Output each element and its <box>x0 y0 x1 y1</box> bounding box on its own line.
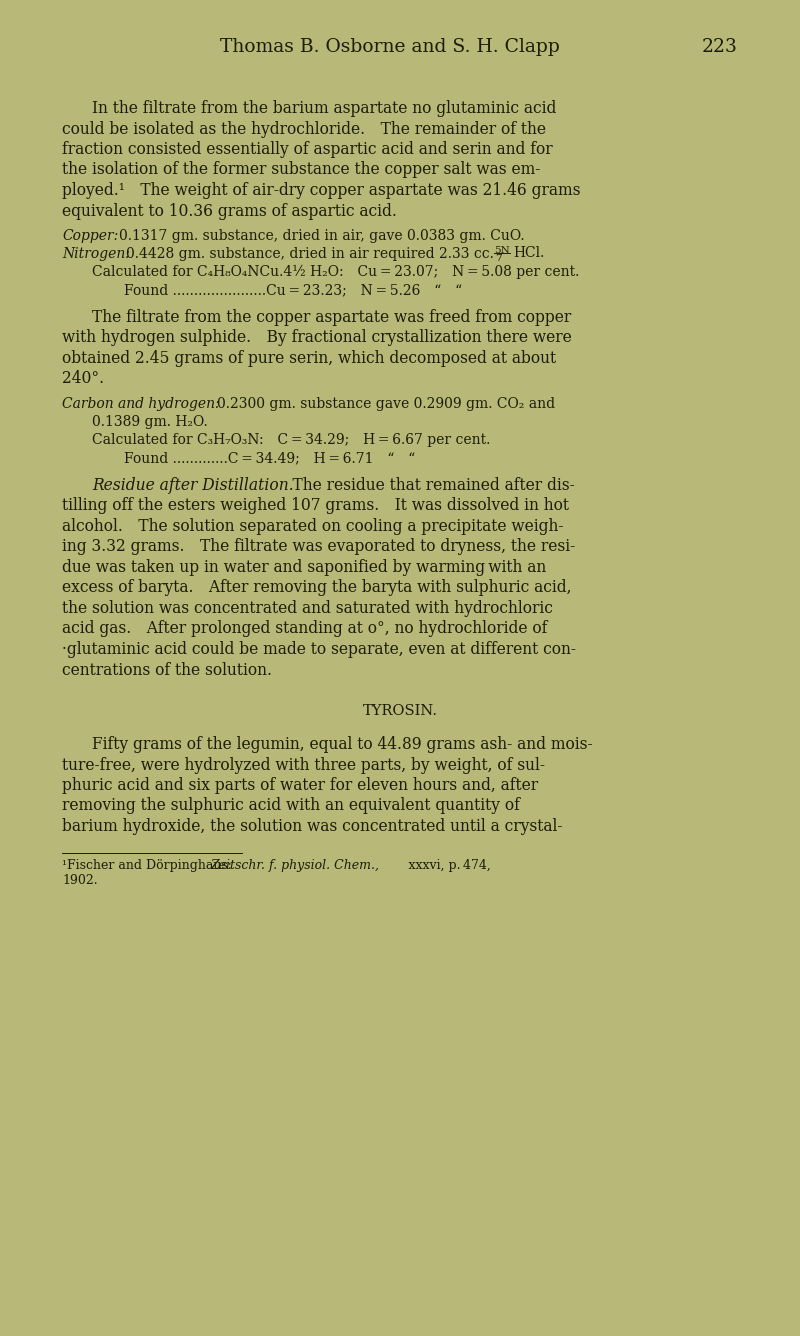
Text: phuric acid and six parts of water for eleven hours and, after: phuric acid and six parts of water for e… <box>62 778 538 794</box>
Text: ¹Fischer and Dörpinghaus:: ¹Fischer and Dörpinghaus: <box>62 859 244 871</box>
Text: ing 3.32 grams. The filtrate was evaporated to dryness, the resi-: ing 3.32 grams. The filtrate was evapora… <box>62 538 575 556</box>
Text: Calculated for C₄H₈O₄NCu.4½ H₂O: Cu = 23.07; N = 5.08 per cent.: Calculated for C₄H₈O₄NCu.4½ H₂O: Cu = 23… <box>92 265 579 279</box>
Text: Found ......................Cu = 23.23; N = 5.26 “ “: Found ......................Cu = 23.23; … <box>124 283 462 297</box>
Text: Found .............C = 34.49; H = 6.71 “ “: Found .............C = 34.49; H = 6.71 “… <box>124 452 415 465</box>
Text: due was taken up in water and saponified by warming with an: due was taken up in water and saponified… <box>62 558 546 576</box>
Text: barium hydroxide, the solution was concentrated until a crystal-: barium hydroxide, the solution was conce… <box>62 818 562 835</box>
Text: 1902.: 1902. <box>62 875 98 887</box>
Text: excess of baryta. After removing the baryta with sulphuric acid,: excess of baryta. After removing the bar… <box>62 580 571 596</box>
Text: HCl.: HCl. <box>513 246 544 261</box>
Text: Copper:: Copper: <box>62 228 118 243</box>
Text: 0.1317 gm. substance, dried in air, gave 0.0383 gm. CuO.: 0.1317 gm. substance, dried in air, gave… <box>119 228 525 243</box>
Text: TYROSIN.: TYROSIN. <box>362 704 438 717</box>
Text: ·glutaminic acid could be made to separate, even at different con-: ·glutaminic acid could be made to separa… <box>62 641 576 659</box>
Text: the isolation of the former substance the copper salt was em-: the isolation of the former substance th… <box>62 162 540 179</box>
Text: Residue after Distillation.: Residue after Distillation. <box>92 477 294 494</box>
Text: alcohol. The solution separated on cooling a precipitate weigh-: alcohol. The solution separated on cooli… <box>62 518 563 534</box>
Text: Nitrogen:: Nitrogen: <box>62 247 130 261</box>
Text: acid gas. After prolonged standing at o°, no hydrochloride of: acid gas. After prolonged standing at o°… <box>62 620 547 637</box>
Text: Thomas B. Osborne and S. H. Clapp: Thomas B. Osborne and S. H. Clapp <box>220 37 560 56</box>
Text: 7: 7 <box>495 254 502 263</box>
Text: equivalent to 10.36 grams of aspartic acid.: equivalent to 10.36 grams of aspartic ac… <box>62 203 397 219</box>
Text: 5N: 5N <box>494 246 510 255</box>
Text: Zeitschr. f. physiol. Chem.,: Zeitschr. f. physiol. Chem., <box>210 859 379 871</box>
Text: 0.2300 gm. substance gave 0.2909 gm. CO₂ and: 0.2300 gm. substance gave 0.2909 gm. CO₂… <box>217 397 555 411</box>
Text: Fifty grams of the legumin, equal to 44.89 grams ash- and mois-: Fifty grams of the legumin, equal to 44.… <box>92 736 593 754</box>
Text: with hydrogen sulphide. By fractional crystallization there were: with hydrogen sulphide. By fractional cr… <box>62 330 572 346</box>
Text: centrations of the solution.: centrations of the solution. <box>62 661 272 679</box>
Text: 223: 223 <box>702 37 738 56</box>
Text: obtained 2.45 grams of pure serin, which decomposed at about: obtained 2.45 grams of pure serin, which… <box>62 350 556 367</box>
Text: removing the sulphuric acid with an equivalent quantity of: removing the sulphuric acid with an equi… <box>62 798 520 815</box>
Text: ployed.¹ The weight of air-dry copper aspartate was 21.46 grams: ployed.¹ The weight of air-dry copper as… <box>62 182 581 199</box>
Text: 0.1389 gm. H₂O.: 0.1389 gm. H₂O. <box>92 415 208 429</box>
Text: tilling off the esters weighed 107 grams. It was dissolved in hot: tilling off the esters weighed 107 grams… <box>62 497 569 514</box>
Text: In the filtrate from the barium aspartate no glutaminic acid: In the filtrate from the barium aspartat… <box>92 100 556 118</box>
Text: the solution was concentrated and saturated with hydrochloric: the solution was concentrated and satura… <box>62 600 553 617</box>
Text: fraction consisted essentially of aspartic acid and serin and for: fraction consisted essentially of aspart… <box>62 142 553 158</box>
Text: The residue that remained after dis-: The residue that remained after dis- <box>277 477 574 494</box>
Text: 240°.: 240°. <box>62 370 104 387</box>
Text: xxxvi, p. 474,: xxxvi, p. 474, <box>396 859 490 871</box>
Text: could be isolated as the hydrochloride. The remainder of the: could be isolated as the hydrochloride. … <box>62 120 546 138</box>
Text: The filtrate from the copper aspartate was freed from copper: The filtrate from the copper aspartate w… <box>92 309 571 326</box>
Text: Carbon and hydrogen:: Carbon and hydrogen: <box>62 397 220 411</box>
Text: ture-free, were hydrolyzed with three parts, by weight, of sul-: ture-free, were hydrolyzed with three pa… <box>62 756 545 774</box>
Text: 0.4428 gm. substance, dried in air required 2.33 cc.: 0.4428 gm. substance, dried in air requi… <box>126 247 494 261</box>
Text: Calculated for C₃H₇O₃N: C = 34.29; H = 6.67 per cent.: Calculated for C₃H₇O₃N: C = 34.29; H = 6… <box>92 433 490 448</box>
